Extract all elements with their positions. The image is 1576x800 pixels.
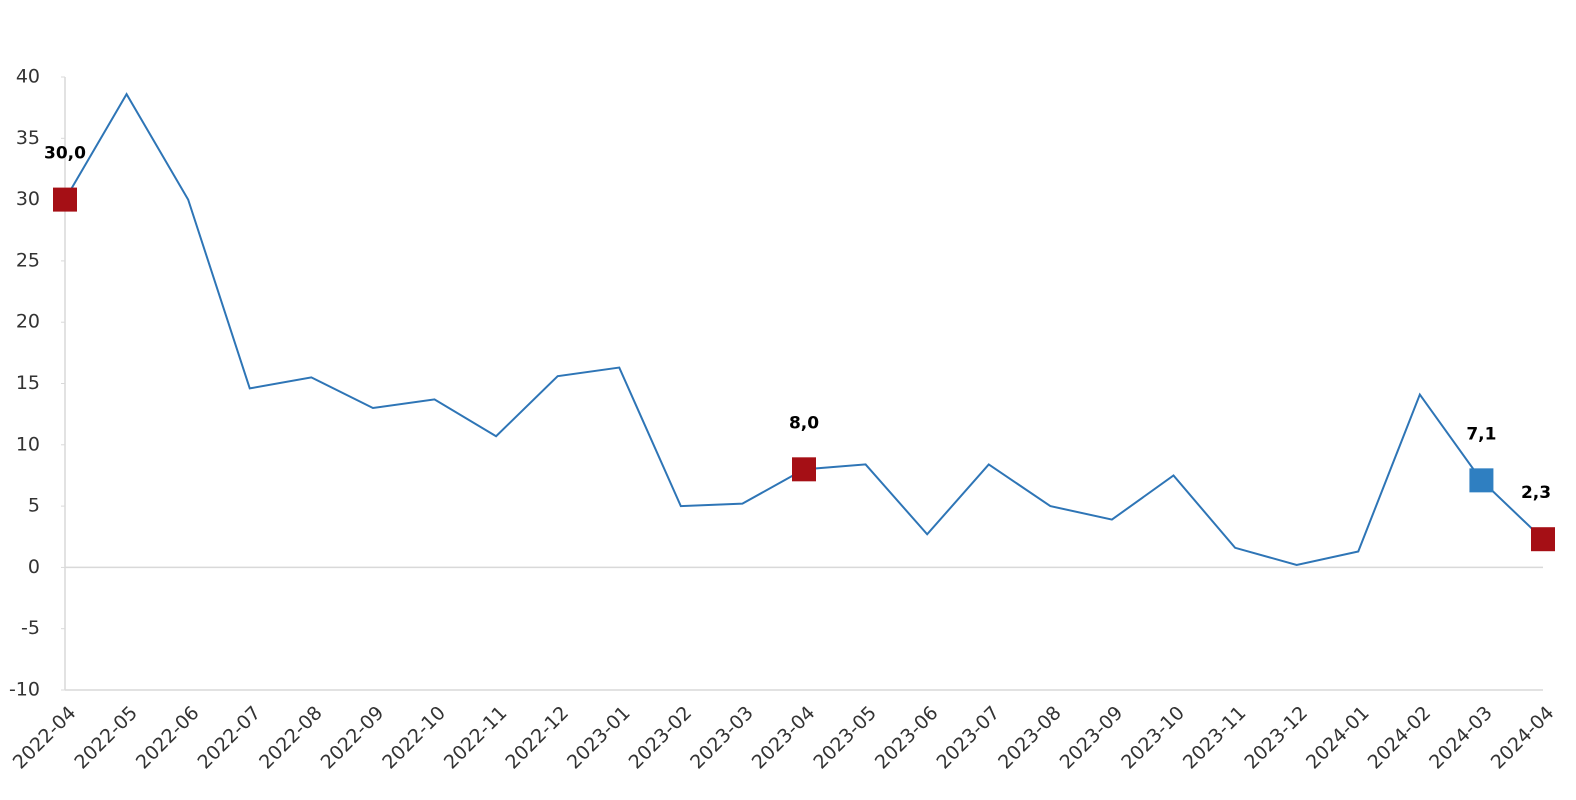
x-tick-label: 2023-03	[686, 702, 758, 774]
x-tick-label: 2024-04	[1487, 702, 1559, 774]
data-label: 8,0	[789, 413, 819, 433]
x-tick-label: 2023-01	[563, 702, 635, 774]
x-tick-label: 2022-12	[501, 702, 573, 774]
x-tick-label: 2024-01	[1302, 702, 1374, 774]
x-tick-label: 2023-10	[1117, 702, 1189, 774]
x-tick-label: 2022-05	[70, 702, 142, 774]
point-marker	[792, 457, 816, 482]
y-tick-label: 35	[16, 127, 40, 149]
x-tick-label: 2022-08	[255, 702, 327, 774]
x-tick-label: 2023-06	[871, 702, 943, 774]
x-tick-label: 2023-11	[1179, 702, 1251, 774]
x-tick-label: 2023-09	[1056, 702, 1128, 774]
x-tick-label: 2024-03	[1425, 702, 1497, 774]
y-tick-label: 0	[28, 556, 40, 578]
x-tick-label: 2022-10	[378, 702, 450, 774]
y-tick-label: 25	[16, 249, 40, 271]
x-tick-label: 2024-02	[1364, 702, 1436, 774]
y-tick-label: -10	[9, 679, 40, 701]
point-marker	[53, 187, 77, 212]
y-tick-label: 20	[16, 311, 40, 333]
x-tick-label: 2022-04	[9, 702, 81, 774]
x-tick-label: 2022-07	[193, 702, 265, 774]
x-tick-label: 2022-11	[440, 702, 512, 774]
series-line	[64, 92, 1544, 566]
point-marker	[1531, 527, 1555, 552]
data-label: 2,3	[1521, 483, 1551, 503]
y-tick-label: 5	[28, 495, 40, 517]
point-marker	[1469, 468, 1494, 493]
y-tick-label: 30	[16, 188, 40, 210]
x-tick-label: 2023-07	[932, 702, 1004, 774]
x-tick-label: 2023-02	[625, 702, 697, 774]
x-tick-label: 2022-06	[132, 702, 204, 774]
y-tick-label: 15	[16, 372, 40, 394]
data-label: 7,1	[1466, 424, 1496, 444]
data-label: 30,0	[44, 144, 86, 164]
y-tick-label: 10	[16, 433, 40, 455]
y-tick-label: 40	[16, 66, 40, 88]
x-tick-label: 2022-09	[317, 702, 389, 774]
x-tick-label: 2023-12	[1240, 702, 1312, 774]
x-tick-label: 2023-08	[994, 702, 1066, 774]
x-tick-label: 2023-04	[748, 702, 820, 774]
x-tick-label: 2023-05	[809, 702, 881, 774]
y-tick-label: -5	[21, 617, 40, 639]
